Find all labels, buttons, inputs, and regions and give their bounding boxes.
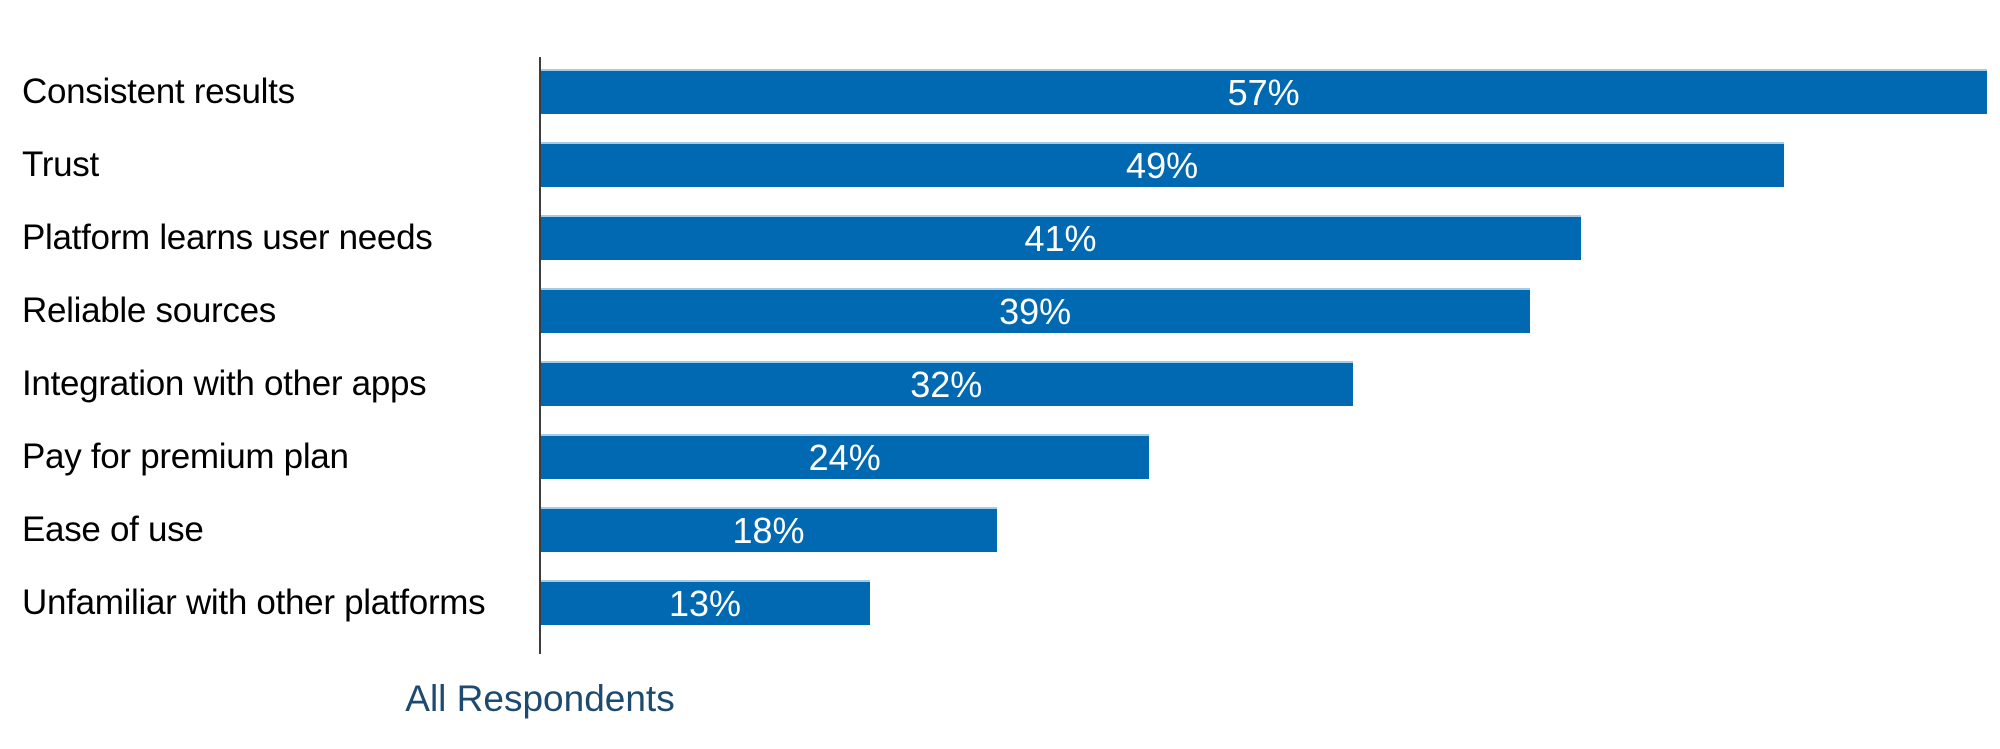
value-label: 49% xyxy=(1126,145,1199,186)
value-label: 24% xyxy=(808,437,881,478)
bar-rows: Consistent results 57% Trust 49% Platform le… xyxy=(0,55,2000,639)
category-label: Consistent results xyxy=(22,71,295,111)
category-label: Reliable sources xyxy=(22,290,276,330)
category-label: Platform learns user needs xyxy=(22,217,433,257)
bar-area: 13% xyxy=(540,566,2000,639)
bar: 39% xyxy=(540,288,1531,333)
bar-area: 32% xyxy=(540,347,2000,420)
bar-area: 57% xyxy=(540,55,2000,128)
y-axis-line xyxy=(539,57,541,654)
chart-row: Integration with other apps 32% xyxy=(0,347,2000,420)
value-label: 18% xyxy=(732,510,805,551)
bar: 41% xyxy=(540,215,1582,260)
x-axis-footer-label: All Respondents xyxy=(405,678,675,719)
bar-area: 39% xyxy=(540,274,2000,347)
chart-row: Ease of use 18% xyxy=(0,493,2000,566)
bar-area: 24% xyxy=(540,420,2000,493)
value-label: 41% xyxy=(1024,218,1097,259)
value-label: 39% xyxy=(999,291,1072,332)
bar: 24% xyxy=(540,434,1150,479)
category-label: Integration with other apps xyxy=(22,363,427,403)
chart-row: Reliable sources 39% xyxy=(0,274,2000,347)
value-label: 13% xyxy=(669,583,742,624)
bar: 57% xyxy=(540,69,1988,114)
category-label: Pay for premium plan xyxy=(22,436,349,476)
bar-area: 18% xyxy=(540,493,2000,566)
chart-row: Pay for premium plan 24% xyxy=(0,420,2000,493)
bar-area: 41% xyxy=(540,201,2000,274)
category-label: Trust xyxy=(22,144,99,184)
chart-row: Platform learns user needs 41% xyxy=(0,201,2000,274)
chart-row: Consistent results 57% xyxy=(0,55,2000,128)
bar: 13% xyxy=(540,580,871,625)
bar: 49% xyxy=(540,142,1785,187)
chart-row: Trust 49% xyxy=(0,128,2000,201)
value-label: 57% xyxy=(1227,72,1300,113)
category-label: Unfamiliar with other platforms xyxy=(22,582,486,622)
bar: 18% xyxy=(540,507,998,552)
value-label: 32% xyxy=(910,364,983,405)
chart-row: Unfamiliar with other platforms 13% xyxy=(0,566,2000,639)
bar-area: 49% xyxy=(540,128,2000,201)
bar: 32% xyxy=(540,361,1353,406)
category-label: Ease of use xyxy=(22,509,204,549)
